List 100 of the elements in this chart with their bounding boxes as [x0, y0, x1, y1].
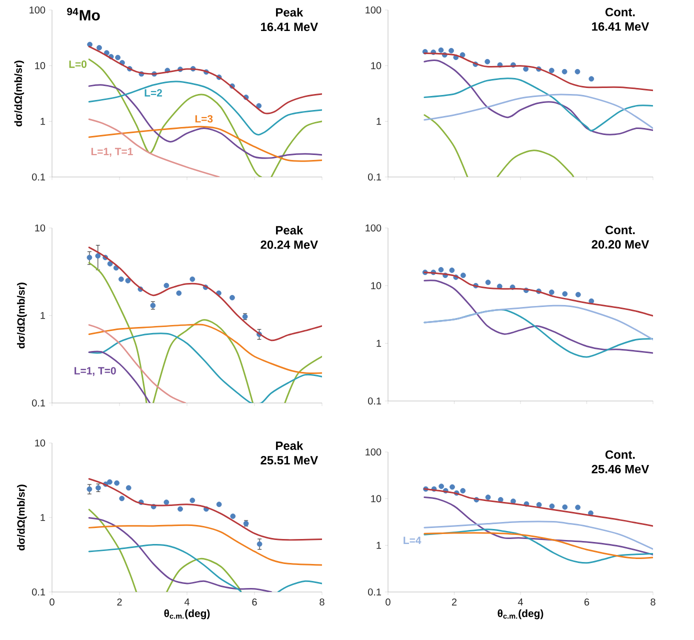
y-tick-label: 1 — [40, 118, 46, 125]
point — [460, 488, 466, 494]
y-tick-label: 1 — [376, 542, 382, 549]
point — [95, 253, 101, 259]
line-series — [88, 478, 322, 541]
point — [548, 290, 554, 295]
point — [87, 42, 92, 48]
point — [256, 541, 262, 547]
point — [438, 267, 444, 272]
point — [450, 484, 455, 490]
y-axis-title: dσ/dΩ(mb/sr) — [17, 282, 27, 348]
line-series — [88, 524, 322, 566]
point — [536, 502, 542, 508]
x-tick-label: 2 — [117, 598, 122, 606]
point — [460, 272, 466, 278]
point — [256, 103, 262, 109]
point — [460, 52, 466, 58]
point — [448, 48, 454, 54]
y-tick-label: 10 — [35, 439, 46, 447]
point — [562, 504, 568, 510]
x-tick-label: 4 — [518, 598, 523, 606]
point — [485, 280, 491, 286]
line-series — [424, 532, 654, 559]
y-tick-label: 10 — [35, 62, 46, 70]
point — [438, 484, 444, 489]
line-series — [88, 84, 322, 159]
chart-title: Cont. — [605, 8, 635, 16]
x-tick-label: 8 — [320, 598, 324, 606]
line-series — [424, 304, 654, 340]
point — [190, 498, 196, 504]
x-tick-label: 6 — [252, 598, 257, 606]
point — [230, 514, 236, 519]
y-tick-label: 10 — [371, 62, 382, 70]
point — [86, 486, 92, 492]
y-tick-label: 1 — [376, 340, 382, 347]
y-tick-label: 0.1 — [32, 588, 46, 596]
point — [574, 68, 580, 74]
text: 16.41 MeV — [592, 22, 650, 31]
y-tick-label: 0.1 — [368, 588, 382, 596]
y-tick-label: 1 — [40, 514, 46, 521]
series-label: L=0 — [69, 60, 87, 68]
point — [115, 54, 121, 60]
y-tick-label: 0.1 — [32, 173, 46, 181]
annotation: $^{94}$Mo — [67, 8, 100, 20]
y-tick-label: 10 — [371, 282, 382, 290]
x-tick-label: 4 — [184, 598, 190, 606]
line-series — [424, 528, 654, 564]
point — [438, 47, 444, 53]
y-tick-label: 10 — [35, 224, 46, 232]
chart-title: Peak — [276, 8, 304, 17]
x-axis-title: θ$_{c.m.}$(deg) — [498, 609, 544, 620]
point — [588, 76, 594, 82]
point — [164, 500, 170, 505]
point — [575, 504, 580, 510]
line-series — [424, 520, 654, 550]
chart-title: Cont. — [605, 450, 635, 459]
line-series — [424, 94, 654, 130]
y-axis-title: dσ/dΩ(mb/sr) — [14, 60, 24, 126]
point — [164, 282, 170, 288]
point — [484, 58, 490, 64]
point — [96, 45, 102, 50]
line-series — [424, 78, 654, 132]
text: 25.46 MeV — [592, 464, 650, 474]
x-axis-title: θ$_{c.m.}$(deg) — [164, 609, 210, 620]
y-tick-label: 1 — [40, 312, 46, 319]
line-series — [88, 80, 322, 136]
point — [107, 479, 112, 485]
y-tick-label: 0.1 — [368, 397, 382, 405]
x-tick-label: 6 — [584, 598, 590, 606]
chart-title: Peak — [276, 441, 304, 450]
y-tick-label: 10 — [371, 495, 382, 502]
point — [548, 68, 554, 74]
chart-title: Peak — [276, 226, 304, 234]
point — [216, 502, 222, 508]
point — [125, 278, 131, 284]
line-series — [424, 496, 654, 556]
x-tick-label: 0 — [50, 598, 54, 606]
y-tick-label: 0.1 — [368, 173, 382, 181]
y-axis-title: dσ/dΩ(mb/sr) — [17, 484, 27, 550]
y-tick-label: 100 — [366, 224, 382, 232]
series-label: L=1, T=0 — [74, 367, 116, 376]
point — [485, 494, 491, 500]
y-tick-label: 0.1 — [32, 399, 46, 407]
y-tick-label: 100 — [30, 6, 46, 14]
line-series — [88, 517, 272, 592]
x-tick-label: 0 — [386, 598, 390, 606]
y-tick-label: 1 — [376, 118, 382, 125]
line-series — [424, 60, 654, 136]
series-label: L=3 — [195, 115, 213, 123]
point — [190, 276, 196, 282]
point — [449, 268, 455, 273]
point — [107, 261, 113, 266]
x-tick-label: 2 — [452, 598, 457, 606]
point — [549, 504, 555, 509]
point — [588, 298, 594, 304]
text: 20.24 MeV — [260, 240, 318, 249]
point — [118, 276, 124, 282]
point — [523, 66, 528, 72]
point — [575, 292, 581, 298]
chart-title: Cont. — [605, 226, 635, 234]
